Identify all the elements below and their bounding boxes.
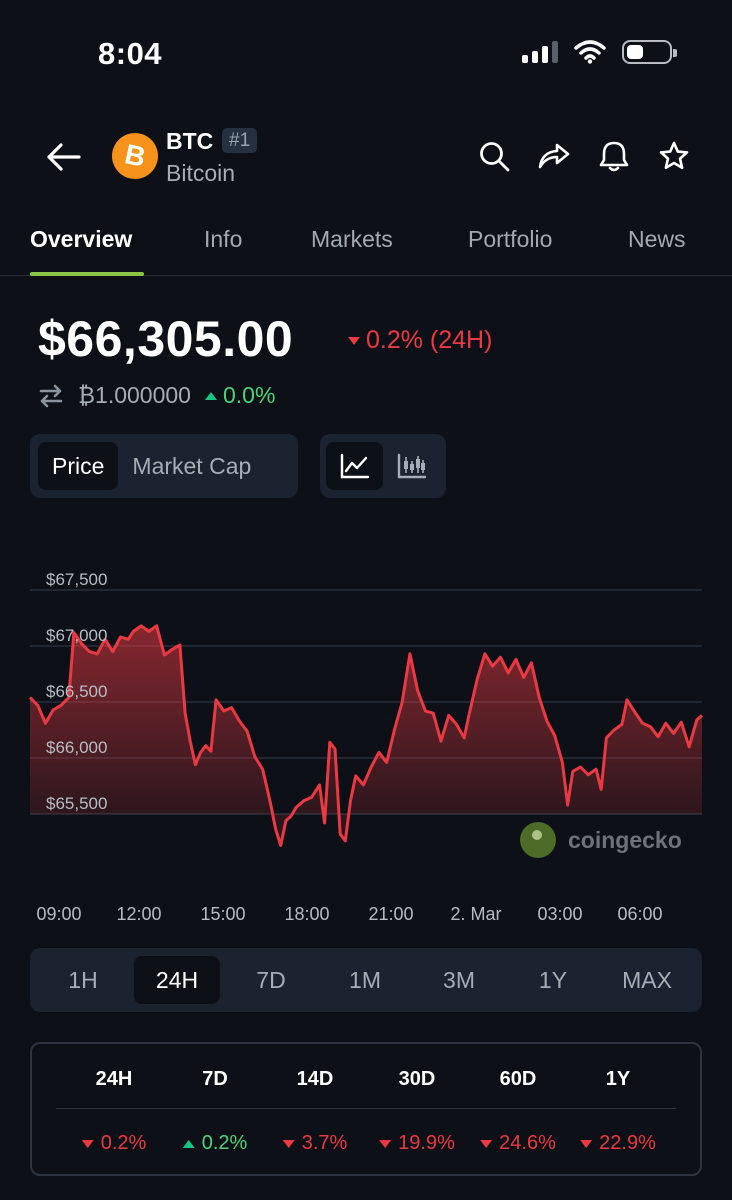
share-button[interactable]: [536, 138, 572, 174]
tab-overview[interactable]: Overview: [30, 226, 133, 252]
candlestick-icon: [397, 453, 426, 479]
x-tick-label: 2. Mar: [450, 904, 502, 924]
header-actions: [476, 138, 692, 174]
coingecko-logo-icon: [520, 822, 556, 858]
y-tick-label: $65,500: [46, 794, 108, 813]
btc-value: ₿1.000000: [78, 382, 191, 408]
btc-conversion: ₿1.000000 0.0%: [38, 382, 275, 409]
range-24h-button[interactable]: 24H: [133, 956, 221, 1004]
range-3m-button[interactable]: 3M: [443, 966, 475, 993]
tab-portfolio[interactable]: Portfolio: [468, 226, 553, 252]
coin-name: Bitcoin: [166, 160, 236, 186]
star-icon: [659, 141, 689, 170]
range-max-button[interactable]: MAX: [622, 966, 672, 993]
x-tick-label: 12:00: [116, 904, 162, 924]
coingecko-watermark: coingecko: [520, 822, 682, 858]
performance-change-value: 19.9%: [379, 1132, 455, 1155]
coin-symbol: BTC: [166, 128, 214, 154]
price-change-value: 0.2% (24H): [366, 326, 493, 354]
price-change-24h: 0.2% (24H): [348, 326, 492, 355]
performance-change-value: 0.2%: [81, 1132, 146, 1155]
watermark-text: coingecko: [568, 826, 682, 853]
price-line: [28, 624, 703, 847]
x-tick-label: 21:00: [368, 904, 414, 924]
bitcoin-logo-icon: B: [112, 133, 158, 179]
status-icons: [522, 40, 677, 64]
price-chart-svg[interactable]: [0, 560, 732, 940]
performance-period-header: 30D: [398, 1068, 436, 1090]
range-1h-button[interactable]: 1H: [68, 966, 98, 993]
down-triangle-icon: [480, 1139, 493, 1148]
down-triangle-icon: [379, 1139, 392, 1148]
tab-news[interactable]: News: [628, 226, 686, 252]
performance-table: 24H 0.2% 7D 0.2% 14D 3.7% 30D 19.9% 60D 24.6% 1Y 22…: [30, 1042, 702, 1176]
performance-period-header: 14D: [296, 1068, 334, 1090]
table-divider: [56, 1108, 676, 1109]
status-time: 8:04: [98, 36, 163, 71]
down-triangle-icon: [348, 336, 360, 345]
price-toggle[interactable]: Price: [38, 442, 119, 490]
favorite-button[interactable]: [656, 138, 692, 174]
status-bar: 8:04: [0, 0, 732, 100]
y-tick-label: $66,000: [46, 738, 108, 757]
y-tick-label: $66,500: [46, 682, 108, 701]
line-chart-toggle[interactable]: [326, 442, 383, 490]
search-icon: [480, 142, 510, 172]
swap-arrows-icon[interactable]: [38, 384, 64, 408]
range-1m-button[interactable]: 1M: [349, 966, 381, 993]
share-icon: [538, 143, 570, 169]
up-triangle-icon: [204, 391, 217, 400]
x-tick-label: 09:00: [36, 904, 82, 924]
back-button[interactable]: [40, 134, 86, 180]
x-tick-label: 15:00: [200, 904, 246, 924]
btc-change: 0.0%: [204, 382, 276, 409]
tab-bar: Overview Info Markets Portfolio News: [0, 218, 732, 276]
wifi-icon: [574, 40, 606, 64]
performance-period-header: 1Y: [605, 1068, 631, 1090]
time-range-selector: 1H 24H 7D 1M 3M 1Y MAX: [30, 948, 702, 1012]
x-tick-label: 18:00: [284, 904, 330, 924]
performance-change-value: 24.6%: [480, 1132, 556, 1155]
current-price: $66,305.00: [38, 311, 294, 367]
x-tick-label: 03:00: [537, 904, 583, 924]
chart-style-toggle: [320, 434, 446, 498]
x-tick-label: 06:00: [617, 904, 663, 924]
rank-badge: #1: [222, 128, 258, 153]
active-tab-indicator: [30, 272, 144, 276]
down-triangle-icon: [81, 1139, 94, 1148]
performance-change-value: 3.7%: [282, 1132, 347, 1155]
down-triangle-icon: [580, 1139, 593, 1148]
performance-period-header: 7D: [202, 1068, 228, 1090]
y-tick-label: $67,500: [46, 570, 108, 589]
line-chart-icon: [340, 453, 369, 479]
chart-metric-toggle: Price Market Cap: [30, 434, 298, 498]
battery-icon: [622, 40, 677, 64]
signal-icon: [522, 41, 558, 63]
search-button[interactable]: [476, 138, 512, 174]
price-area-fill: [30, 625, 702, 846]
alert-button[interactable]: [596, 138, 632, 174]
performance-period-header: 60D: [499, 1068, 537, 1090]
performance-change-value: 0.2%: [182, 1132, 247, 1155]
tab-info[interactable]: Info: [204, 226, 243, 252]
down-triangle-icon: [282, 1139, 295, 1148]
bell-icon: [599, 141, 629, 172]
coin-header: B BTC #1 Bitcoin: [0, 120, 732, 200]
btc-change-value: 0.0%: [222, 382, 276, 408]
price-chart[interactable]: $67,500 $67,000 $66,500 $66,000 $65,500 09:0…: [0, 560, 732, 940]
back-arrow-icon: [47, 143, 81, 171]
performance-period-header: 24H: [95, 1068, 133, 1090]
candlestick-chart-toggle[interactable]: [383, 442, 440, 490]
performance-change-value: 22.9%: [580, 1132, 656, 1155]
range-7d-button[interactable]: 7D: [256, 966, 286, 993]
up-triangle-icon: [182, 1139, 195, 1148]
tab-markets[interactable]: Markets: [311, 226, 393, 252]
range-1y-button[interactable]: 1Y: [538, 966, 568, 993]
y-tick-label: $67,000: [46, 626, 108, 645]
market-cap-toggle[interactable]: Market Cap: [132, 452, 252, 479]
